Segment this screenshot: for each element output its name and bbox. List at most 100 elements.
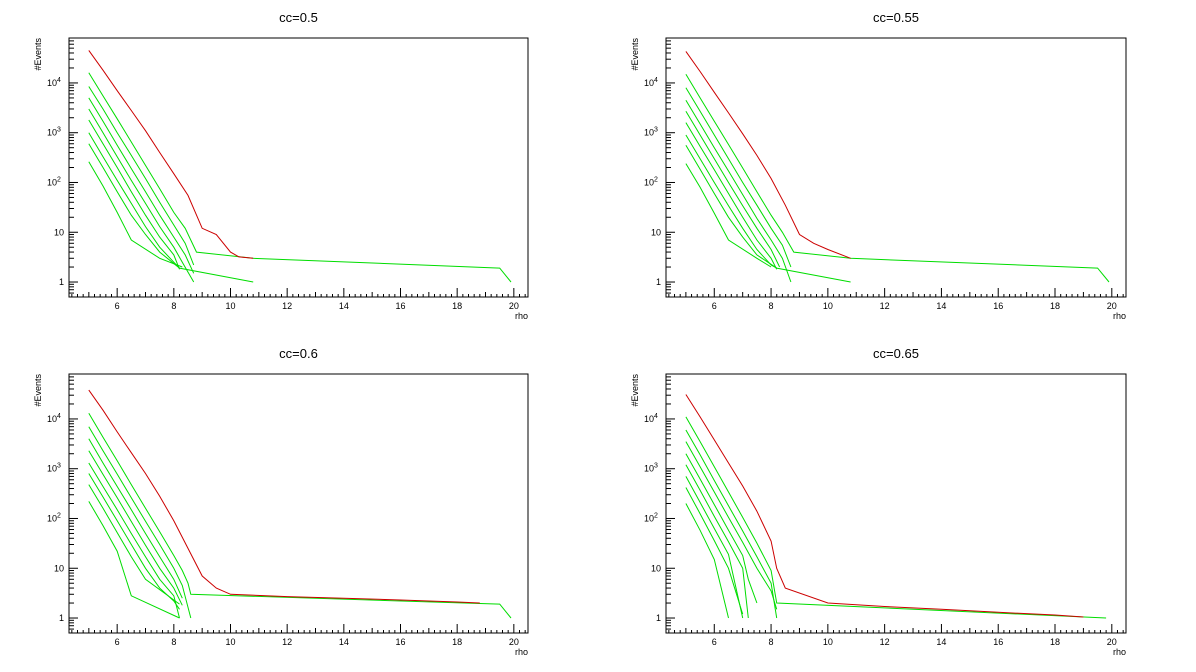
series-line-s5 xyxy=(685,122,778,270)
x-tick-label: 10 xyxy=(823,301,833,311)
panel-title: cc=0.65 xyxy=(873,346,919,361)
series-line-s8 xyxy=(685,163,772,268)
series-line-s7 xyxy=(88,143,254,283)
series-line-s6 xyxy=(88,473,180,610)
series-line-total xyxy=(685,394,1084,618)
x-tick-label: 16 xyxy=(395,301,405,311)
series-line-s7 xyxy=(685,144,851,283)
y-axis-label: #Events xyxy=(630,38,640,71)
series-line-s8 xyxy=(685,503,729,619)
panel-title: cc=0.55 xyxy=(873,10,919,25)
x-tick-label: 20 xyxy=(1107,637,1117,647)
x-tick-label: 8 xyxy=(769,301,774,311)
series-line-total xyxy=(88,389,480,604)
x-tick-label: 8 xyxy=(171,301,176,311)
y-tick-label: 104 xyxy=(644,413,658,424)
y-tick-label: 103 xyxy=(644,463,658,474)
y-tick-label: 102 xyxy=(47,512,61,523)
x-tick-label: 14 xyxy=(339,637,349,647)
series-line-s3 xyxy=(88,97,195,274)
panel-4: cc=0.65 6 8 10 12 14 16 18 20 1 10 102 103 104 rho #Eve… xyxy=(630,346,1127,657)
series-line-s1 xyxy=(88,72,512,283)
y-tick-label: 1 xyxy=(59,277,64,287)
x-tick-label: 14 xyxy=(339,301,349,311)
y-axis-label: #Events xyxy=(630,374,640,407)
x-tick-label: 18 xyxy=(452,301,462,311)
series-line-s8 xyxy=(88,161,183,268)
x-axis-label: rho xyxy=(515,311,528,321)
x-tick-label: 8 xyxy=(171,637,176,647)
series-line-s5 xyxy=(88,462,180,619)
x-tick-label: 12 xyxy=(880,301,890,311)
y-tick-label: 103 xyxy=(644,127,658,138)
x-tick-label: 6 xyxy=(115,637,120,647)
x-tick-label: 20 xyxy=(509,637,519,647)
panel-2: cc=0.55 6 8 10 12 14 16 18 20 1 10 102 103 104 rho #Eve… xyxy=(630,10,1127,321)
x-tick-label: 18 xyxy=(1050,637,1060,647)
series-line-s4 xyxy=(685,110,781,268)
series-line-s2 xyxy=(88,86,195,266)
series-line-total xyxy=(685,51,851,259)
series-line-s2 xyxy=(685,87,792,268)
x-tick-label: 6 xyxy=(115,301,120,311)
y-tick-label: 10 xyxy=(54,563,64,573)
x-tick-label: 12 xyxy=(282,637,292,647)
series-line-s4 xyxy=(88,450,183,606)
x-tick-label: 6 xyxy=(712,301,717,311)
y-tick-label: 102 xyxy=(644,176,658,187)
x-axis-label: rho xyxy=(1113,647,1126,657)
series-line-s3 xyxy=(685,441,778,610)
x-tick-label: 14 xyxy=(936,637,946,647)
plot-frame xyxy=(665,37,1127,298)
y-tick-label: 104 xyxy=(47,77,61,88)
panel-3: cc=0.6 6 8 10 12 14 16 18 20 1 10 102 103 104 rho #Even… xyxy=(33,346,529,657)
y-tick-label: 102 xyxy=(644,512,658,523)
series-line-s6 xyxy=(88,132,180,269)
series-line-s4 xyxy=(88,108,195,283)
y-axis-label: #Events xyxy=(33,38,43,71)
plot-frame xyxy=(68,37,529,298)
series-line-s1 xyxy=(685,416,1107,619)
y-tick-label: 1 xyxy=(656,613,661,623)
series-line-s7 xyxy=(88,484,180,605)
y-axis-label: #Events xyxy=(33,374,43,407)
x-tick-label: 18 xyxy=(1050,301,1060,311)
panel-title: cc=0.6 xyxy=(279,346,318,361)
x-tick-label: 6 xyxy=(712,637,717,647)
x-tick-label: 10 xyxy=(225,301,235,311)
series-line-s2 xyxy=(88,426,192,619)
series-line-s4 xyxy=(685,453,758,604)
y-tick-label: 103 xyxy=(47,127,61,138)
series-line-s3 xyxy=(88,438,183,599)
series-line-s1 xyxy=(88,413,512,619)
x-tick-label: 10 xyxy=(823,637,833,647)
y-tick-label: 10 xyxy=(651,227,661,237)
series-line-s2 xyxy=(685,429,778,619)
y-tick-label: 103 xyxy=(47,463,61,474)
y-tick-label: 10 xyxy=(651,563,661,573)
x-tick-label: 16 xyxy=(993,637,1003,647)
x-tick-label: 16 xyxy=(993,301,1003,311)
x-tick-label: 8 xyxy=(769,637,774,647)
series-line-s6 xyxy=(685,476,744,619)
y-tick-label: 10 xyxy=(54,227,64,237)
x-tick-label: 14 xyxy=(936,301,946,311)
series-line-s1 xyxy=(685,73,1110,283)
y-tick-label: 104 xyxy=(47,413,61,424)
y-tick-label: 104 xyxy=(644,77,658,88)
x-tick-label: 10 xyxy=(225,637,235,647)
panel-title: cc=0.5 xyxy=(279,10,318,25)
series-line-s8 xyxy=(88,501,180,619)
y-tick-label: 1 xyxy=(59,613,64,623)
x-tick-label: 20 xyxy=(1107,301,1117,311)
series-line-s5 xyxy=(685,464,749,619)
series-line-s7 xyxy=(685,487,744,615)
x-tick-label: 12 xyxy=(282,301,292,311)
plot-frame xyxy=(68,373,529,634)
series-line-s3 xyxy=(685,99,792,283)
x-tick-label: 18 xyxy=(452,637,462,647)
x-tick-label: 16 xyxy=(395,637,405,647)
y-tick-label: 102 xyxy=(47,176,61,187)
x-axis-label: rho xyxy=(1113,311,1126,321)
